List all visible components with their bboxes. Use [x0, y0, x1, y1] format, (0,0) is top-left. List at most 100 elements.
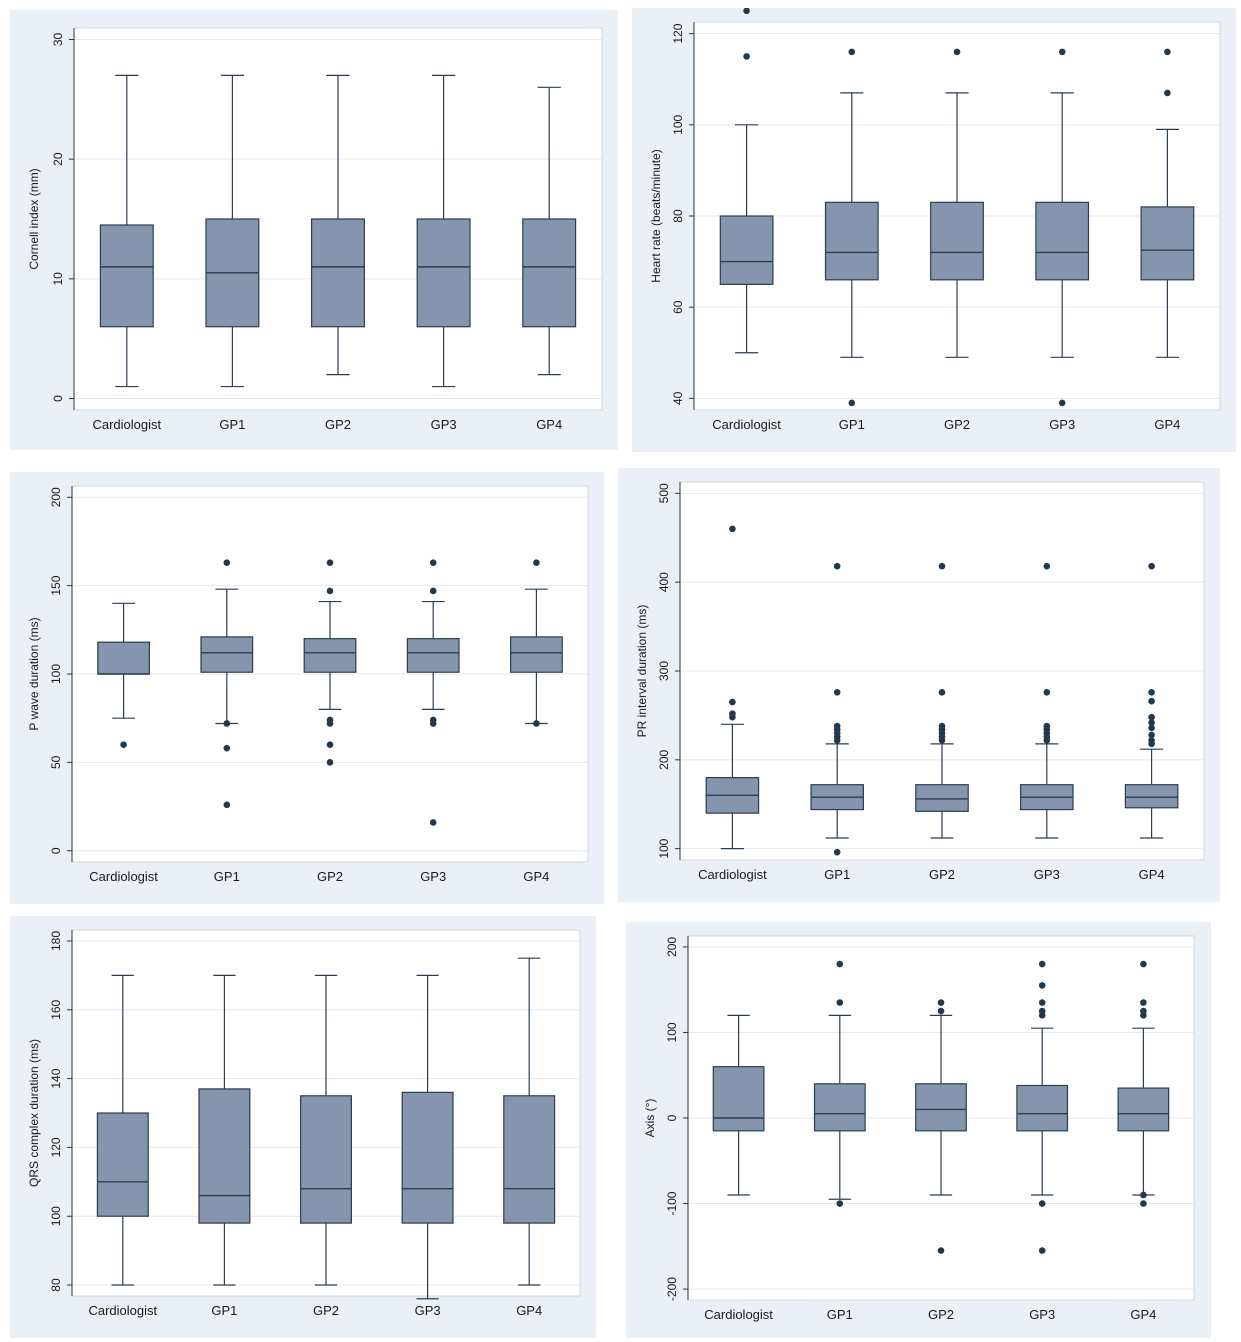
outlier-point	[533, 559, 540, 566]
category-label: GP2	[313, 1303, 339, 1318]
category-label: GP3	[415, 1303, 441, 1318]
outlier-point	[120, 741, 127, 748]
iqr-box	[510, 636, 563, 673]
category-label: GP4	[516, 1303, 542, 1318]
outlier-point	[833, 562, 841, 570]
outlier-point	[953, 48, 961, 56]
category-label: GP3	[1049, 417, 1075, 432]
outlier-point	[1140, 999, 1147, 1006]
y-tick-label: 20	[51, 152, 65, 166]
outlier-point	[1148, 724, 1155, 732]
y-tick-label: 140	[49, 1068, 63, 1088]
outlier-point	[223, 801, 231, 809]
iqr-box	[416, 218, 471, 328]
y-tick-label: 80	[49, 1278, 63, 1292]
y-axis-label: Cornell index (mm)	[27, 168, 41, 269]
chart-panel-heart-rate: 40 60 80 100 120 Heart rate (beats/minute) Car…	[632, 8, 1236, 452]
category-label: GP3	[1034, 867, 1060, 882]
category-label: GP1	[824, 867, 850, 882]
outlier-point	[429, 587, 437, 595]
outlier-point	[848, 399, 856, 407]
y-tick-label: 40	[671, 391, 685, 405]
y-tick-label: 50	[49, 755, 63, 769]
outlier-point	[1148, 562, 1155, 570]
y-tick-label: 100	[49, 1206, 63, 1226]
iqr-box	[824, 201, 879, 281]
chart-svg: 0 10 20 30 Cornell index (mm) Cardiologist GP1…	[27, 27, 603, 432]
outlier-point	[1038, 1200, 1046, 1207]
outlier-point	[223, 744, 231, 752]
outlier-point	[833, 722, 841, 730]
iqr-box	[1035, 201, 1090, 281]
outlier-point	[833, 689, 841, 696]
category-label: GP4	[523, 869, 549, 884]
iqr-box	[915, 784, 969, 812]
y-tick-label: 100	[671, 114, 685, 134]
category-label: Cardiologist	[89, 869, 158, 884]
iqr-box	[719, 215, 774, 285]
outlier-point	[1164, 48, 1171, 56]
outlier-point	[833, 848, 841, 856]
chart-panel-cornell-index: 0 10 20 30 Cornell index (mm) Cardiologist GP1…	[10, 10, 618, 450]
outlier-point	[1043, 722, 1051, 730]
y-tick-label: -100	[665, 1191, 679, 1215]
y-axis-label: Heart rate (beats/minute)	[649, 149, 663, 282]
category-label: GP3	[1029, 1307, 1055, 1322]
outlier-point	[326, 587, 334, 595]
iqr-box	[1016, 1084, 1069, 1132]
outlier-point	[937, 1007, 945, 1015]
outlier-point	[1043, 689, 1051, 696]
outlier-point	[1058, 399, 1066, 407]
outlier-point	[1148, 689, 1155, 696]
category-label: GP2	[325, 417, 351, 432]
y-tick-label: 0	[51, 395, 65, 402]
outlier-point	[1140, 960, 1147, 968]
outlier-point	[326, 759, 334, 766]
category-label: GP3	[420, 869, 446, 884]
y-tick-label: 160	[49, 999, 63, 1019]
outlier-point	[1148, 719, 1155, 726]
category-label: GP2	[929, 867, 955, 882]
category-label: GP2	[317, 869, 343, 884]
y-tick-label: -200	[665, 1277, 679, 1301]
outlier-point	[429, 720, 437, 727]
chart-svg: -200 -100 0 100 200 Axis (°) Cardiologist GP1 GP…	[643, 935, 1195, 1322]
y-tick-label: 10	[51, 272, 65, 286]
iqr-box	[930, 201, 984, 281]
outlier-point	[1148, 731, 1155, 739]
iqr-box	[401, 1091, 454, 1224]
category-label: GP1	[214, 869, 240, 884]
chart-panel-axis: -200 -100 0 100 200 Axis (°) Cardiologist GP1 GP…	[626, 922, 1211, 1338]
y-tick-label: 0	[665, 1114, 679, 1121]
outlier-point	[1038, 1012, 1046, 1019]
outlier-point	[326, 741, 334, 748]
outlier-point	[938, 689, 946, 696]
category-label: GP2	[928, 1307, 954, 1322]
chart-svg: 40 60 80 100 120 Heart rate (beats/minute) Car…	[649, 8, 1221, 432]
category-label: Cardiologist	[704, 1307, 773, 1322]
outlier-point	[429, 559, 437, 566]
iqr-box	[813, 1083, 866, 1132]
y-tick-label: 150	[49, 575, 63, 595]
category-label: GP4	[536, 417, 562, 432]
outlier-point	[1043, 562, 1051, 570]
y-tick-label: 120	[671, 23, 685, 43]
outlier-point	[533, 720, 540, 727]
outlier-point	[937, 1247, 945, 1254]
chart-panel-pr-interval-duration: 100 200 300 400 500 PR interval duration (ms)…	[618, 468, 1220, 902]
iqr-box	[300, 1095, 353, 1224]
iqr-box	[712, 1066, 765, 1132]
y-tick-label: 80	[671, 209, 685, 223]
y-tick-label: 100	[49, 664, 63, 684]
iqr-box	[1117, 1087, 1170, 1132]
iqr-box	[406, 638, 460, 673]
chart-svg: 100 200 300 400 500 PR interval duration (ms)…	[635, 481, 1205, 882]
outlier-point	[1058, 48, 1066, 56]
y-tick-label: 60	[671, 300, 685, 314]
outlier-point	[223, 559, 231, 566]
category-label: Cardiologist	[92, 417, 161, 432]
category-label: GP2	[944, 417, 970, 432]
outlier-point	[1164, 89, 1171, 97]
y-tick-label: 120	[49, 1137, 63, 1157]
outlier-point	[836, 999, 844, 1006]
